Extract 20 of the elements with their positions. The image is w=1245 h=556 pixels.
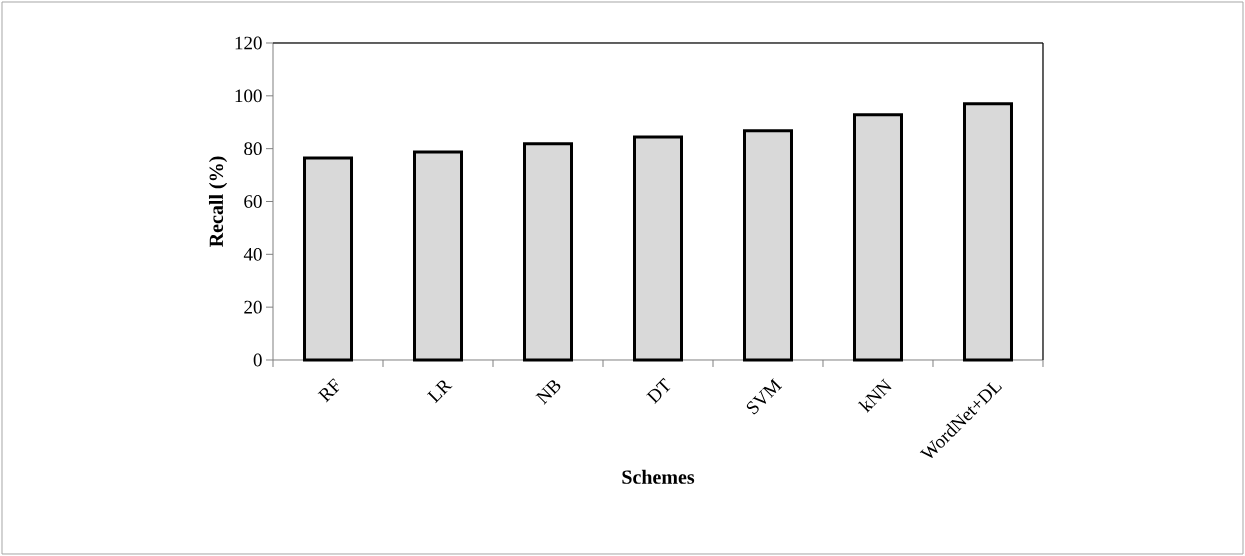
y-tick-label: 40 (243, 247, 262, 261)
bar (303, 156, 354, 362)
x-tick-label: NB (535, 380, 561, 405)
y-tick-label: 60 (244, 195, 262, 208)
x-tick-label: LR (426, 380, 453, 404)
y-tick-label: 0 (253, 353, 262, 367)
bar (413, 150, 464, 362)
bar (853, 113, 903, 362)
x-tick-label: RF (317, 378, 340, 403)
y-axis-title: Recall (%) (208, 156, 228, 247)
y-tick-label: 120 (235, 36, 262, 50)
bar (963, 102, 1013, 362)
bar (633, 135, 683, 362)
x-tick-label: DT (646, 377, 671, 404)
y-tick-label: 20 (244, 300, 262, 314)
y-tick-label: 80 (244, 142, 262, 156)
bar (523, 142, 574, 362)
bar (743, 129, 793, 362)
x-axis-title: Schemes (622, 469, 695, 484)
y-tick-label: 100 (235, 89, 262, 103)
